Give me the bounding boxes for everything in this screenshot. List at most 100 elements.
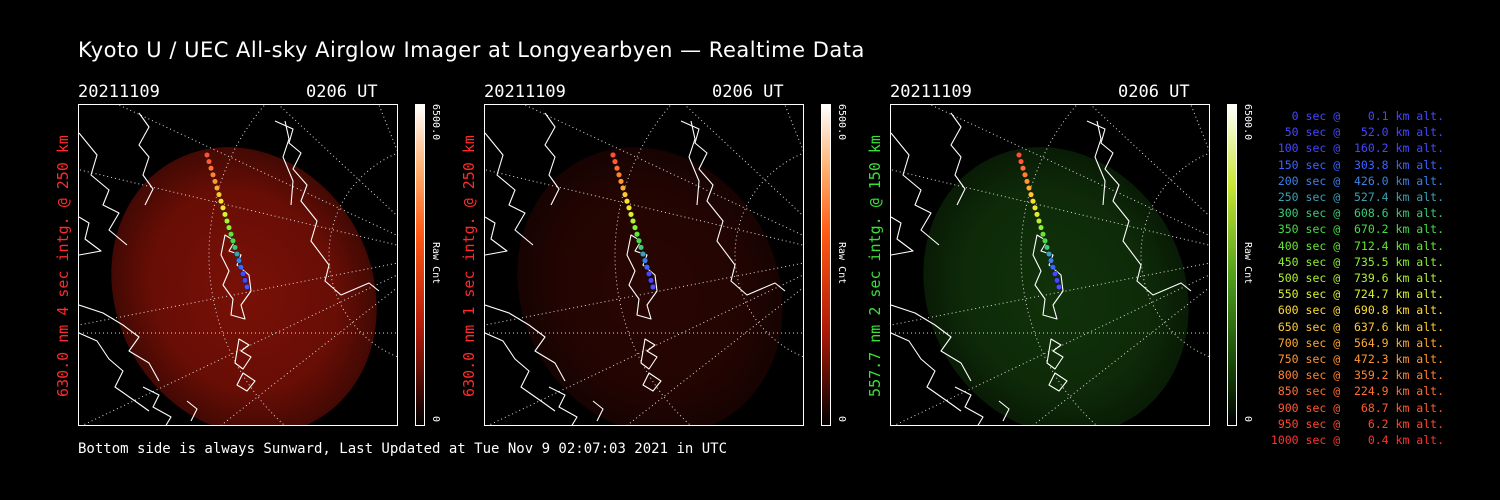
colorbar-label: Raw Cnt bbox=[1242, 242, 1253, 285]
legend-row: 1000 sec @ 0.4 km alt. bbox=[1270, 433, 1444, 448]
geographic-grid bbox=[79, 105, 397, 425]
panel-wavelength-label: 557.7 nm 2 sec intg. @ 150 km bbox=[866, 135, 884, 397]
allsky-svg bbox=[891, 105, 1209, 425]
trajectory-dot bbox=[235, 257, 242, 264]
airglow-disk bbox=[923, 147, 1189, 425]
trajectory-dot bbox=[635, 237, 642, 244]
panel-date: 20211109 bbox=[484, 82, 566, 102]
panel-time: 0206 UT bbox=[306, 82, 378, 102]
colorbar bbox=[821, 104, 831, 426]
legend-row: 850 sec @ 224.9 km alt. bbox=[1270, 384, 1444, 399]
legend-row: 900 sec @ 68.7 km alt. bbox=[1270, 400, 1444, 415]
panel-630nm-1sec: 20211109 0206 UT 630.0 nm 1 sec intg. @ … bbox=[460, 80, 884, 430]
colorbar-min: 0 bbox=[1242, 416, 1253, 423]
colorbar-min: 0 bbox=[430, 416, 441, 423]
trajectory-dot bbox=[1037, 224, 1044, 231]
trajectory-dot bbox=[1039, 231, 1046, 238]
trajectory-dot bbox=[1027, 191, 1034, 198]
trajectory-dot bbox=[237, 264, 244, 271]
trajectory-dot bbox=[639, 250, 646, 257]
trajectory-dot bbox=[1033, 211, 1040, 218]
trajectory-dot bbox=[609, 152, 616, 159]
panel-date: 20211109 bbox=[78, 82, 160, 102]
trajectory-dot bbox=[243, 283, 250, 290]
allsky-image bbox=[78, 104, 398, 426]
panel-wavelength-label: 630.0 nm 1 sec intg. @ 250 km bbox=[460, 135, 478, 397]
colorbar-label: Raw Cnt bbox=[836, 242, 847, 285]
trajectory-dot bbox=[1045, 250, 1052, 257]
legend-row: 150 sec @ 303.8 km alt. bbox=[1270, 157, 1444, 172]
trajectory-dot bbox=[1029, 198, 1036, 205]
legend-row: 0 sec @ 0.1 km alt. bbox=[1270, 109, 1444, 123]
trajectory-dot bbox=[625, 204, 632, 211]
colorbar-min: 0 bbox=[836, 416, 847, 423]
colorbar-max: 6500.0 bbox=[430, 104, 441, 141]
trajectory-dot bbox=[207, 165, 214, 172]
trajectory-dot bbox=[619, 184, 626, 191]
legend-row: 600 sec @ 690.8 km alt. bbox=[1270, 303, 1444, 318]
panel-date: 20211109 bbox=[890, 82, 972, 102]
coastlines bbox=[79, 112, 380, 425]
legend-row: 800 sec @ 359.2 km alt. bbox=[1270, 368, 1444, 383]
page-title: Kyoto U / UEC All-sky Airglow Imager at … bbox=[78, 38, 865, 62]
trajectory-dot bbox=[239, 270, 246, 277]
allsky-svg bbox=[485, 105, 803, 425]
trajectory-dot bbox=[633, 231, 640, 238]
coastlines bbox=[891, 112, 1192, 425]
trajectory-dot bbox=[611, 158, 618, 165]
trajectory-dot bbox=[643, 264, 650, 271]
colorbar-max: 6500.0 bbox=[836, 104, 847, 141]
trajectory-dot bbox=[623, 198, 630, 205]
trajectory-dot bbox=[219, 204, 226, 211]
panel-time: 0206 UT bbox=[712, 82, 784, 102]
legend-row: 50 sec @ 52.0 km alt. bbox=[1270, 125, 1444, 140]
allsky-svg bbox=[79, 105, 397, 425]
trajectory-legend: 0 sec @ 0.1 km alt. 50 sec @ 52.0 km alt… bbox=[1262, 108, 1444, 448]
trajectory-dot bbox=[617, 178, 624, 185]
trajectory-dot bbox=[225, 224, 232, 231]
trajectory-dot bbox=[233, 250, 240, 257]
trajectory-dot bbox=[1023, 178, 1030, 185]
trajectory-dot bbox=[649, 283, 656, 290]
trajectory-dot bbox=[613, 165, 620, 172]
footer-status: Bottom side is always Sunward, Last Upda… bbox=[78, 441, 728, 457]
legend-row: 700 sec @ 564.9 km alt. bbox=[1270, 335, 1444, 350]
trajectory-dot bbox=[1035, 217, 1042, 224]
allsky-image bbox=[890, 104, 1210, 426]
legend-row: 750 sec @ 472.3 km alt. bbox=[1270, 352, 1444, 367]
legend-row: 650 sec @ 637.6 km alt. bbox=[1270, 319, 1444, 334]
trajectory-dot bbox=[229, 237, 236, 244]
trajectory-dot bbox=[213, 184, 220, 191]
geographic-grid bbox=[485, 105, 803, 425]
geographic-grid bbox=[891, 105, 1209, 425]
legend-row: 100 sec @ 160.2 km alt. bbox=[1270, 141, 1444, 156]
trajectory-dot bbox=[203, 152, 210, 159]
trajectory-dot bbox=[629, 217, 636, 224]
legend-row: 400 sec @ 712.4 km alt. bbox=[1270, 238, 1444, 253]
trajectory-dot bbox=[215, 191, 222, 198]
colorbar bbox=[415, 104, 425, 426]
airglow-disk bbox=[517, 147, 783, 425]
legend-row: 950 sec @ 6.2 km alt. bbox=[1270, 416, 1444, 431]
trajectory-dot bbox=[1017, 158, 1024, 165]
trajectory-dot bbox=[621, 191, 628, 198]
coastlines bbox=[485, 112, 786, 425]
trajectory-dot bbox=[637, 244, 644, 251]
trajectory-dot bbox=[1055, 283, 1062, 290]
trajectory-dot bbox=[647, 277, 654, 284]
trajectory-dot bbox=[1053, 277, 1060, 284]
trajectory-dot bbox=[1049, 264, 1056, 271]
trajectory-dot bbox=[209, 171, 216, 178]
trajectory-dot bbox=[231, 244, 238, 251]
trajectory-dot bbox=[615, 171, 622, 178]
panel-630nm-4sec: 20211109 0206 UT 630.0 nm 4 sec intg. @ … bbox=[54, 80, 478, 430]
trajectory-dot bbox=[241, 277, 248, 284]
legend-row: 550 sec @ 724.7 km alt. bbox=[1270, 287, 1444, 302]
trajectory-dot bbox=[223, 217, 230, 224]
trajectory-dots bbox=[1015, 152, 1062, 290]
allsky-image bbox=[484, 104, 804, 426]
airglow-disk bbox=[111, 147, 377, 425]
trajectory-dot bbox=[205, 158, 212, 165]
colorbar bbox=[1227, 104, 1237, 426]
trajectory-dot bbox=[631, 224, 638, 231]
